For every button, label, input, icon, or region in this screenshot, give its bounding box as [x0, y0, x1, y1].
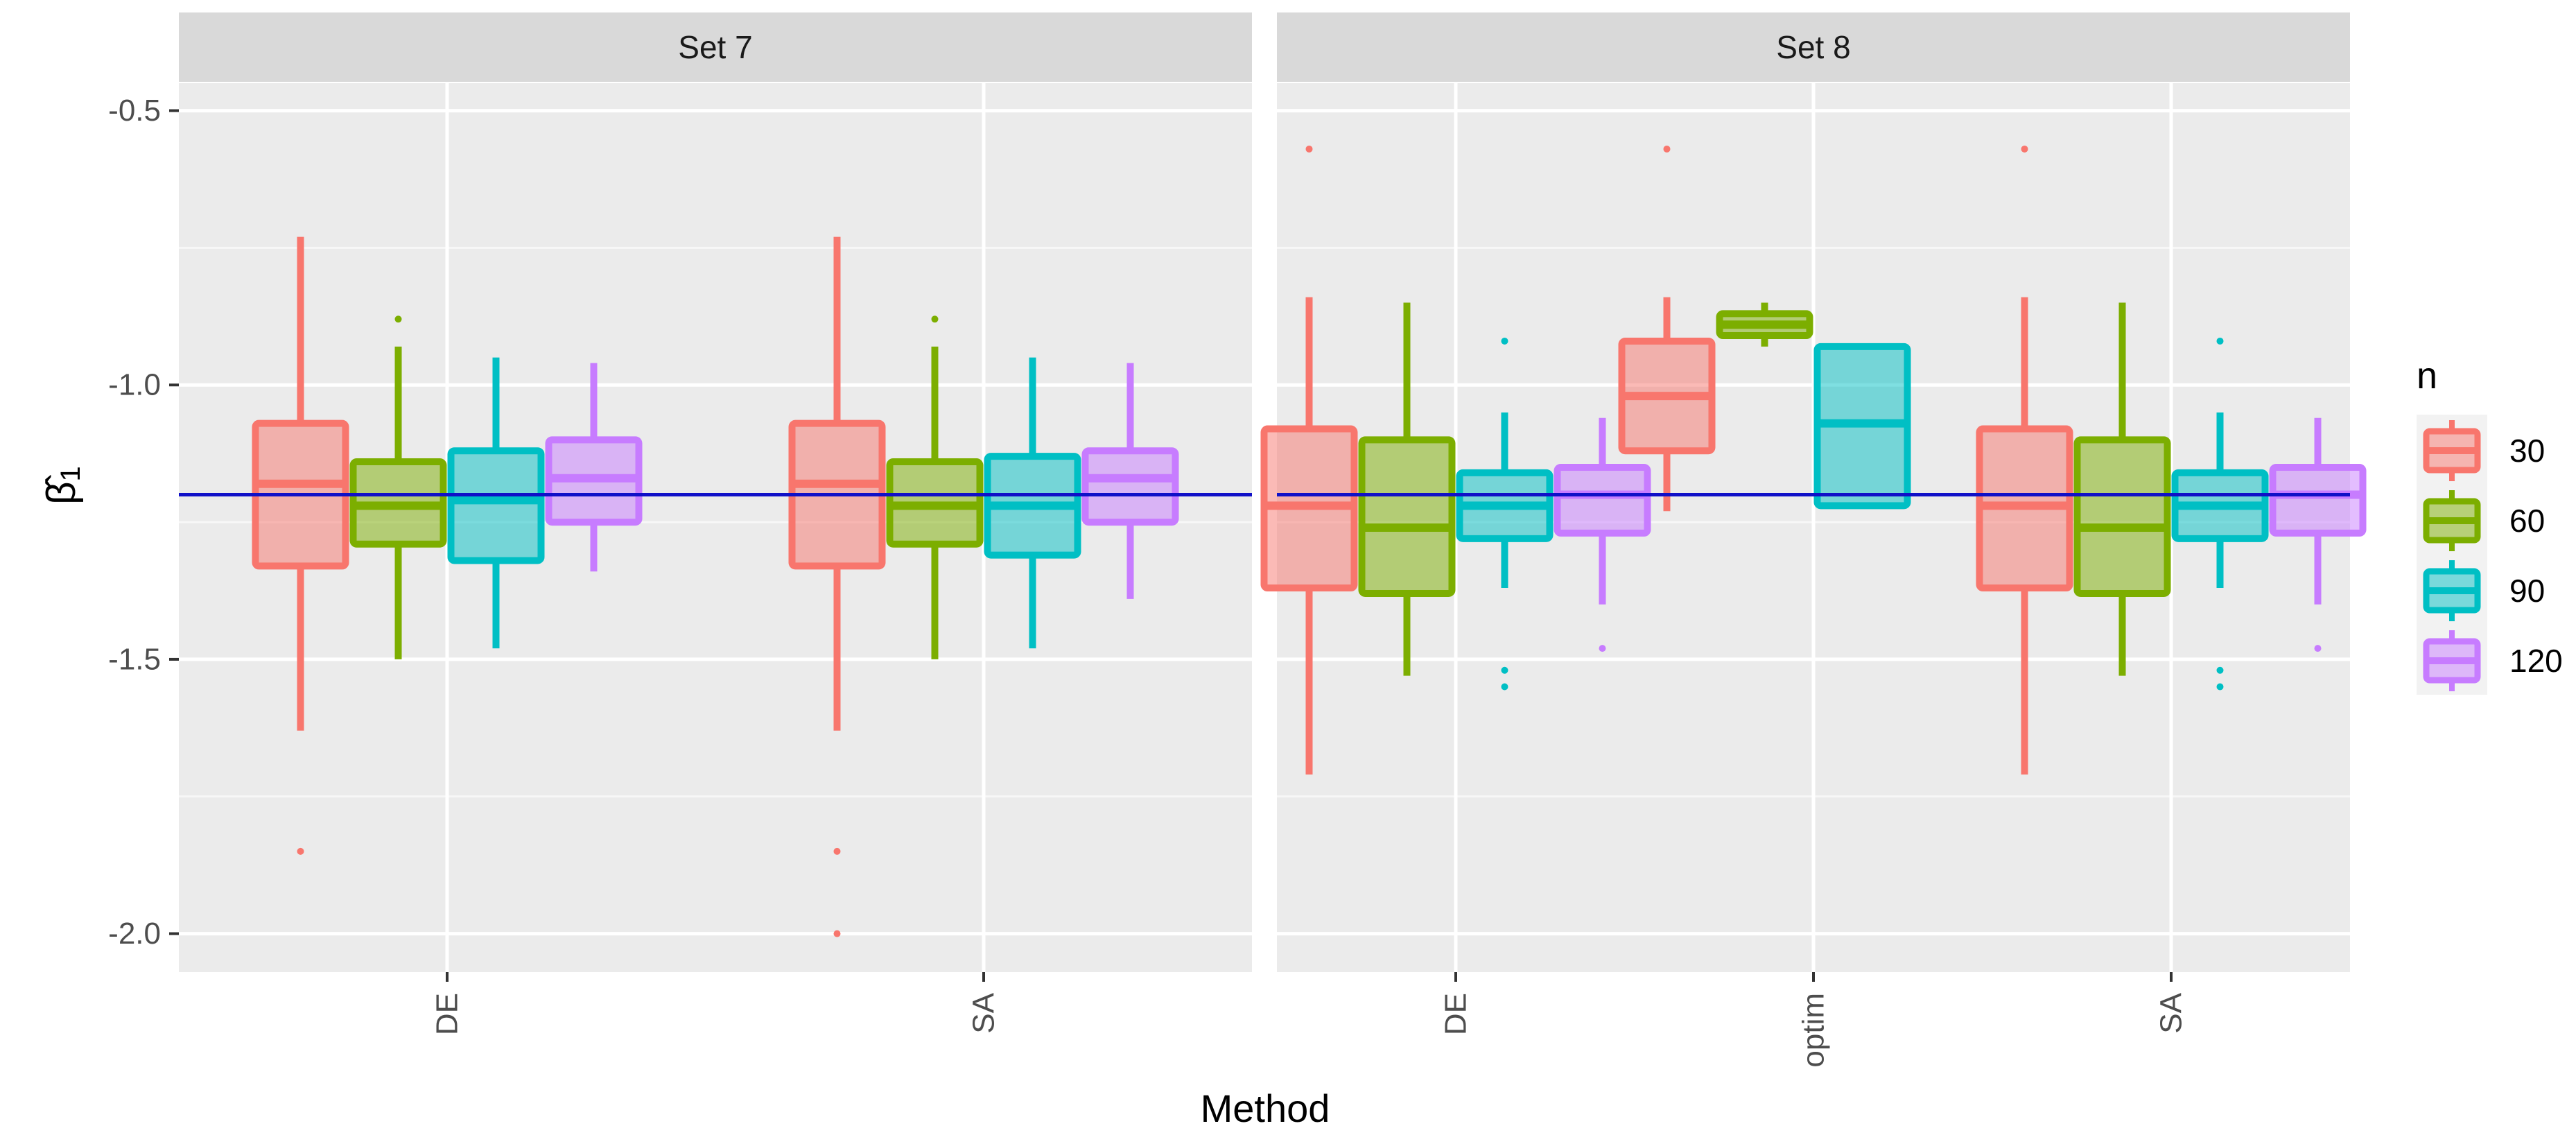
y-tick-label: -1.5	[108, 642, 161, 676]
box	[349, 315, 447, 659]
outlier-point	[833, 930, 841, 937]
box-body	[2269, 463, 2367, 537]
x-tick-label: SA	[967, 992, 1001, 1033]
box	[1358, 302, 1456, 676]
box	[1618, 145, 1716, 512]
x-tick-label: DE	[1439, 993, 1473, 1035]
strip-background	[1277, 12, 2350, 82]
box	[1813, 343, 1911, 510]
strip-title: Set 7	[678, 29, 752, 65]
box	[1456, 337, 1554, 691]
box	[545, 363, 643, 572]
legend-label: 60	[2509, 503, 2545, 539]
y-axis-title: β̂1	[39, 466, 87, 505]
x-tick-label: optim	[1797, 993, 1831, 1068]
outlier-point	[1663, 145, 1671, 153]
outlier-point	[1501, 666, 1508, 674]
y-axis: -0.5 -1.0 -1.5 -2.0	[108, 94, 179, 951]
box	[984, 357, 1081, 649]
outlier-point	[394, 315, 402, 323]
box-body	[1081, 447, 1179, 526]
panels: Set 7 DE SA Set 8 DE optim SA	[179, 12, 2367, 1068]
y-tick-label: -0.5	[108, 94, 161, 128]
x-axis-title: Method	[1201, 1086, 1330, 1130]
legend-item: 60	[2423, 490, 2545, 551]
outlier-point	[2216, 683, 2224, 691]
x-tick-label: SA	[2155, 992, 2188, 1033]
box	[252, 236, 349, 855]
box	[1260, 145, 1358, 775]
outlier-point	[297, 847, 304, 855]
box	[886, 315, 984, 659]
strip-background	[179, 12, 1252, 82]
outlier-point	[1501, 683, 1508, 691]
outlier-point	[931, 315, 939, 323]
box-body	[1554, 463, 1651, 537]
panel: Set 7 DE SA	[179, 12, 1252, 1035]
legend-item: 120	[2423, 630, 2563, 691]
outlier-point	[1305, 145, 1313, 153]
legend-item: 90	[2423, 560, 2545, 621]
box	[447, 357, 545, 649]
y-axis-title-text: β̂1	[39, 466, 87, 505]
box	[2073, 302, 2171, 676]
legend-title: n	[2417, 355, 2437, 397]
outlier-point	[2216, 666, 2224, 674]
box-body	[1358, 436, 1456, 597]
outlier-point	[2314, 645, 2322, 652]
legend: n 30 60 90 120	[2417, 355, 2563, 695]
y-axis-title-subscript: 1	[55, 466, 86, 481]
y-tick-label: -1.0	[108, 368, 161, 402]
legend-label: 90	[2509, 573, 2545, 609]
box-body	[2073, 436, 2171, 597]
panel: Set 8 DE optim SA	[1260, 12, 2367, 1068]
outlier-point	[1501, 337, 1508, 345]
outlier-point	[1599, 645, 1606, 652]
legend-label: 120	[2509, 643, 2563, 679]
legend-item: 30	[2423, 420, 2545, 481]
box	[1716, 302, 1813, 347]
legend-label: 30	[2509, 433, 2545, 469]
box-body	[447, 447, 545, 564]
box	[1976, 145, 2073, 775]
x-tick-label: DE	[430, 993, 464, 1035]
box	[2171, 337, 2269, 691]
box	[1081, 363, 1179, 599]
strip-title: Set 8	[1776, 29, 1850, 65]
outlier-point	[2216, 337, 2224, 345]
outlier-point	[2021, 145, 2028, 153]
outlier-point	[833, 847, 841, 855]
y-tick-label: -2.0	[108, 917, 161, 951]
